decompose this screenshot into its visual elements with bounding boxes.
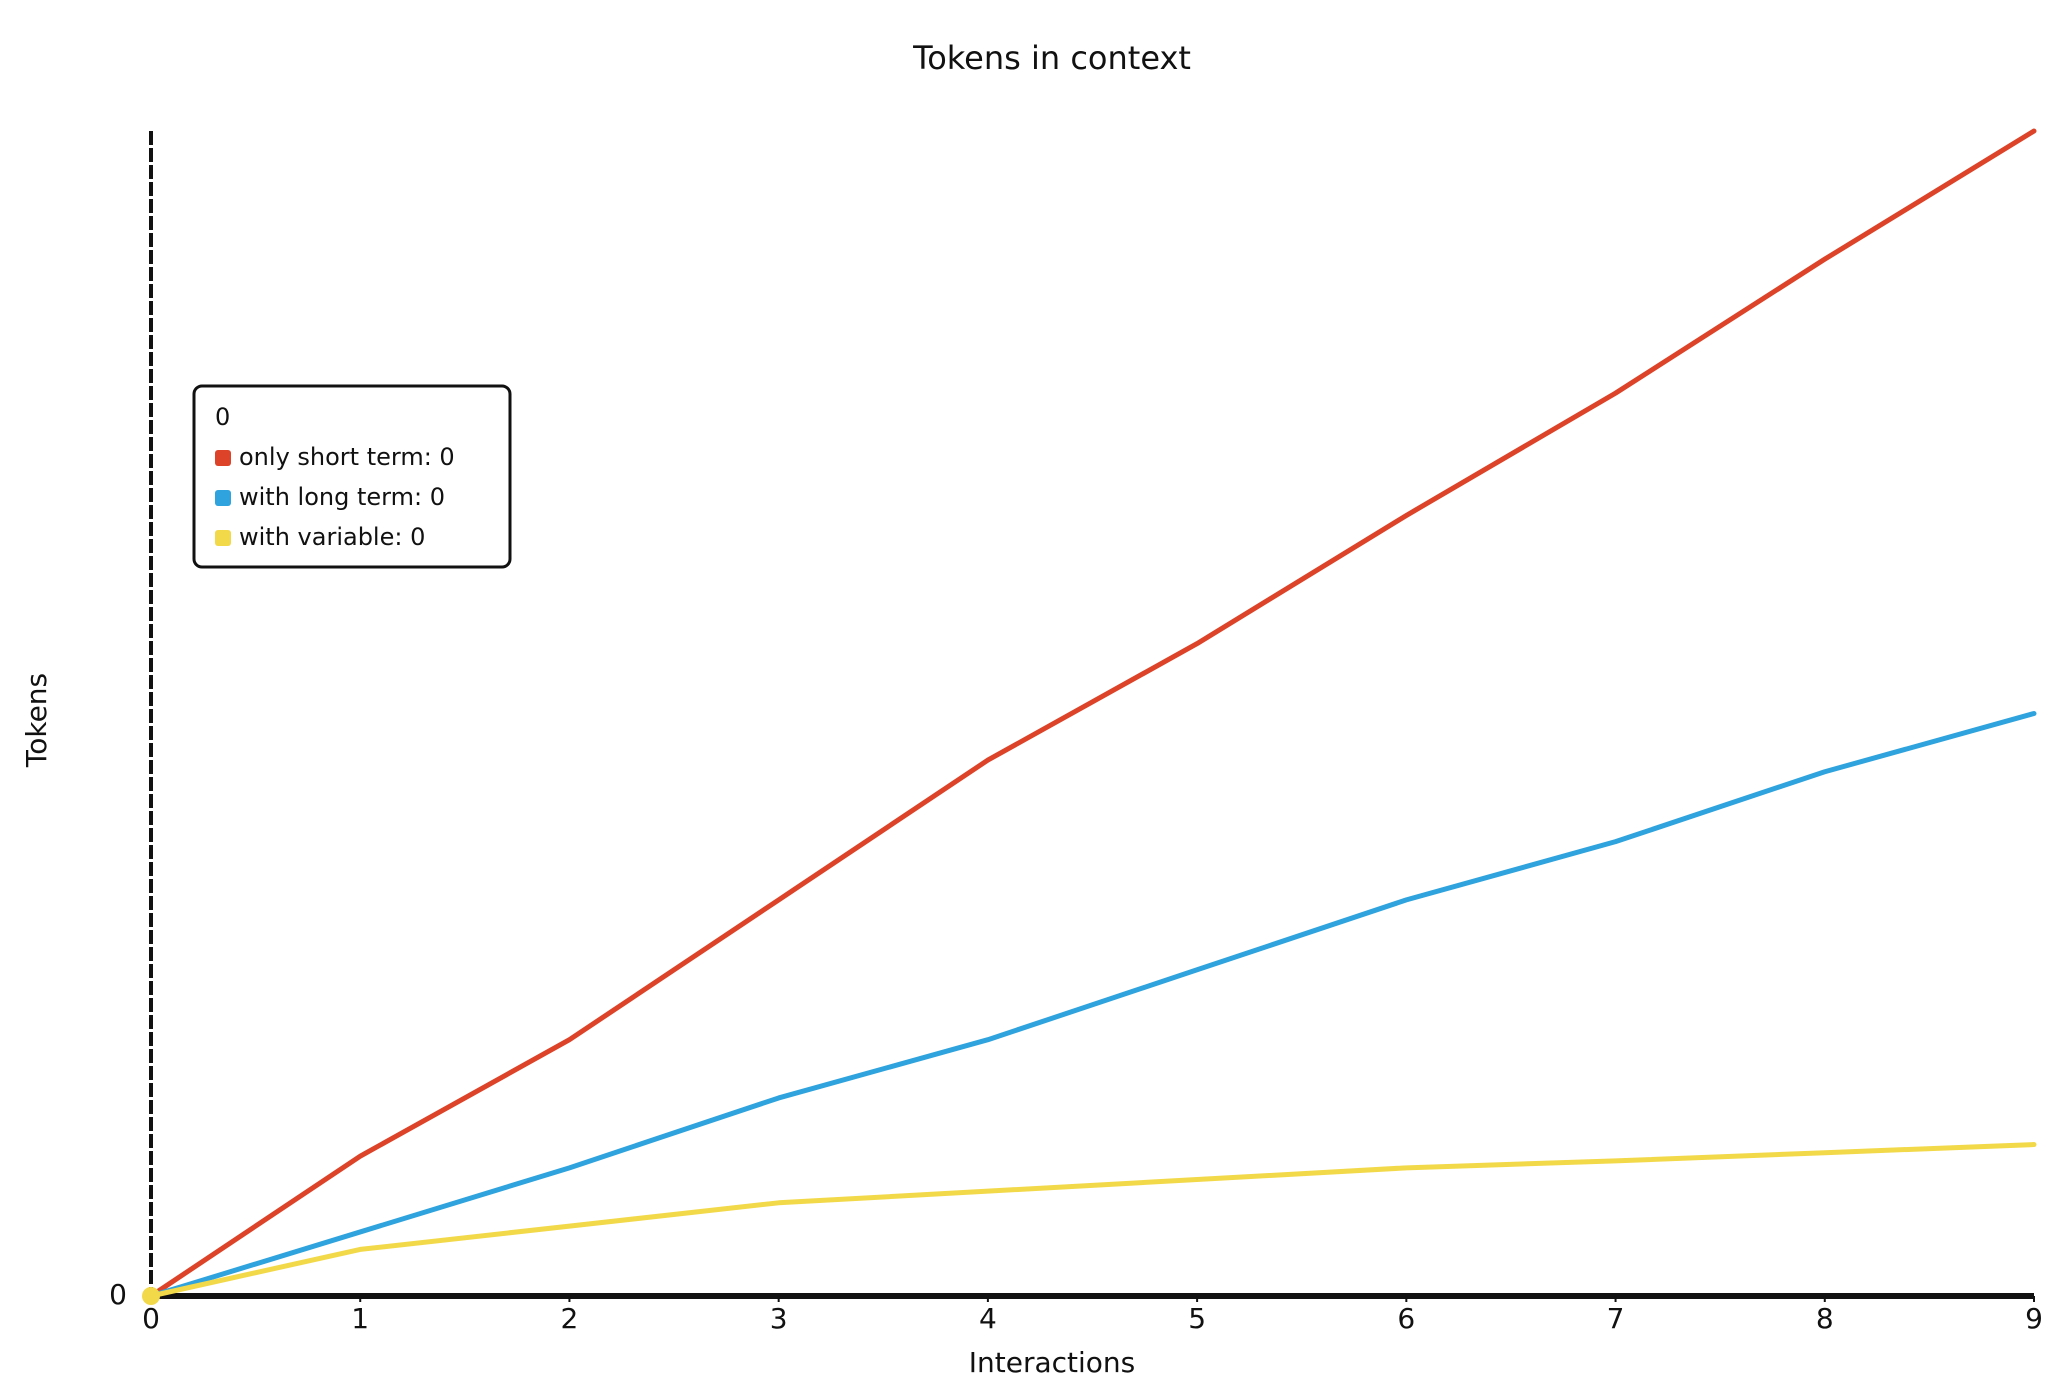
legend-entry: only short term: 0 <box>239 443 455 471</box>
legend-name: with variable <box>239 523 394 551</box>
y-axis-label: Tokens <box>20 673 53 768</box>
legend-value: 0 <box>430 483 445 511</box>
x-tick-label: 6 <box>1397 1302 1415 1335</box>
x-tick-label: 9 <box>2025 1302 2043 1335</box>
legend-entry: with variable: 0 <box>239 523 425 551</box>
plot-area: 0 1 2 3 4 5 6 7 8 9 0 <box>109 128 2043 1335</box>
legend-swatch <box>215 490 231 506</box>
chart-title: Tokens in context <box>912 39 1191 77</box>
hover-point <box>142 1287 160 1305</box>
x-tick-label: 8 <box>1816 1302 1834 1335</box>
legend-sep: : <box>414 483 430 511</box>
x-tick-label: 2 <box>561 1302 579 1335</box>
legend-sep: : <box>394 523 410 551</box>
x-tick-label: 5 <box>1188 1302 1206 1335</box>
legend-value: 0 <box>410 523 425 551</box>
x-tick-label: 4 <box>979 1302 997 1335</box>
x-tick-label: 7 <box>1607 1302 1625 1335</box>
line-series <box>148 1142 2037 1299</box>
x-tick-label: 3 <box>770 1302 788 1335</box>
legend-swatch <box>215 530 231 546</box>
legend-title: 0 <box>215 403 230 431</box>
line-series <box>148 128 2037 1299</box>
legend-value: 0 <box>439 443 454 471</box>
legend-name: only short term <box>239 443 424 471</box>
line-series <box>148 711 2037 1299</box>
x-tick-label: 1 <box>351 1302 369 1335</box>
legend-swatch <box>215 450 231 466</box>
legend-name: with long term <box>239 483 414 511</box>
x-axis-label: Interactions <box>969 1346 1136 1376</box>
legend-box <box>192 384 512 569</box>
legend-entry: with long term: 0 <box>239 483 445 511</box>
x-tick-label: 0 <box>142 1302 160 1335</box>
legend-sep: : <box>424 443 440 471</box>
y-tick-label: 0 <box>109 1278 127 1311</box>
